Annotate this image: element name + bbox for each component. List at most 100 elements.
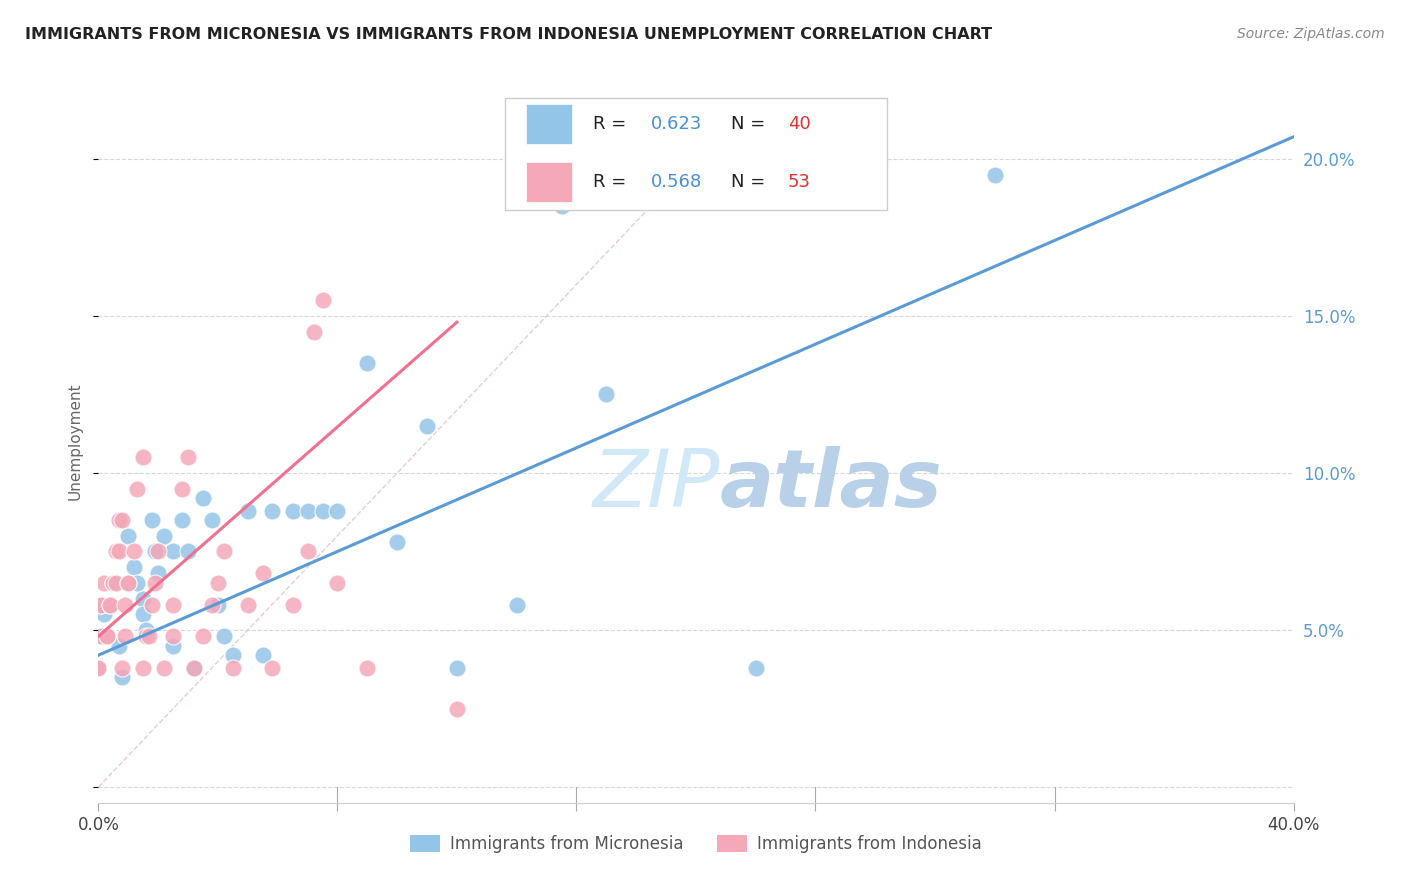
Point	[177, 450, 200, 465]
Point	[103, 575, 125, 590]
Point	[183, 661, 205, 675]
Point	[141, 513, 163, 527]
Point	[201, 598, 224, 612]
Point	[252, 566, 274, 581]
Point	[90, 629, 112, 643]
Point	[984, 168, 1007, 182]
Point	[148, 566, 170, 581]
Point	[143, 544, 166, 558]
Point	[141, 598, 163, 612]
Point	[207, 575, 229, 590]
Point	[302, 325, 325, 339]
Point	[207, 598, 229, 612]
Point	[90, 629, 112, 643]
FancyBboxPatch shape	[505, 98, 887, 211]
Legend: Immigrants from Micronesia, Immigrants from Indonesia: Immigrants from Micronesia, Immigrants f…	[404, 828, 988, 860]
Point	[311, 293, 333, 308]
Point	[108, 513, 131, 527]
Point	[416, 418, 439, 433]
Point	[135, 629, 157, 643]
Point	[117, 575, 139, 590]
Point	[191, 629, 214, 643]
Point	[124, 560, 146, 574]
Point	[132, 661, 155, 675]
Point	[135, 623, 157, 637]
Text: N =: N =	[731, 173, 770, 191]
Point	[108, 639, 131, 653]
Point	[108, 544, 131, 558]
Text: atlas: atlas	[720, 446, 942, 524]
Point	[281, 503, 304, 517]
Point	[127, 482, 149, 496]
Point	[172, 513, 194, 527]
Point	[172, 482, 194, 496]
Point	[132, 607, 155, 622]
Point	[90, 598, 112, 612]
Point	[87, 661, 110, 675]
Text: IMMIGRANTS FROM MICRONESIA VS IMMIGRANTS FROM INDONESIA UNEMPLOYMENT CORRELATION: IMMIGRANTS FROM MICRONESIA VS IMMIGRANTS…	[25, 27, 993, 42]
Point	[212, 544, 235, 558]
Point	[114, 629, 136, 643]
Point	[385, 535, 409, 549]
Point	[103, 575, 125, 590]
Point	[90, 598, 112, 612]
Point	[98, 598, 122, 612]
Point	[153, 661, 176, 675]
Point	[236, 503, 259, 517]
Y-axis label: Unemployment: Unemployment	[67, 383, 83, 500]
Text: 40: 40	[787, 115, 811, 133]
Point	[98, 598, 122, 612]
Point	[260, 503, 283, 517]
Point	[177, 544, 200, 558]
Point	[162, 544, 184, 558]
Point	[222, 661, 245, 675]
Point	[236, 598, 259, 612]
Point	[143, 575, 166, 590]
Point	[132, 450, 155, 465]
Point	[105, 575, 128, 590]
Point	[138, 629, 160, 643]
Point	[212, 629, 235, 643]
Text: 53: 53	[787, 173, 811, 191]
Point	[311, 503, 333, 517]
Point	[124, 544, 146, 558]
Point	[595, 387, 617, 401]
Point	[550, 199, 572, 213]
Point	[162, 639, 184, 653]
Text: N =: N =	[731, 115, 770, 133]
Text: 0.623: 0.623	[651, 115, 702, 133]
Point	[356, 356, 378, 370]
Point	[191, 491, 214, 505]
Point	[117, 575, 139, 590]
Point	[297, 503, 319, 517]
Point	[127, 575, 149, 590]
Point	[153, 529, 176, 543]
Point	[148, 544, 170, 558]
Point	[96, 629, 118, 643]
Point	[183, 661, 205, 675]
Point	[162, 629, 184, 643]
Point	[260, 661, 283, 675]
Point	[446, 661, 468, 675]
Point	[111, 513, 134, 527]
Point	[103, 575, 125, 590]
Text: R =: R =	[593, 115, 633, 133]
Point	[111, 670, 134, 684]
Point	[93, 607, 115, 622]
Point	[326, 503, 349, 517]
Text: R =: R =	[593, 173, 633, 191]
Point	[132, 591, 155, 606]
Text: 0.568: 0.568	[651, 173, 702, 191]
Point	[201, 513, 224, 527]
Point	[117, 529, 139, 543]
Point	[111, 661, 134, 675]
Point	[281, 598, 304, 612]
FancyBboxPatch shape	[526, 162, 572, 202]
Point	[114, 598, 136, 612]
Point	[252, 648, 274, 662]
Point	[356, 661, 378, 675]
Point	[297, 544, 319, 558]
Point	[326, 575, 349, 590]
Point	[96, 629, 118, 643]
Point	[87, 661, 110, 675]
